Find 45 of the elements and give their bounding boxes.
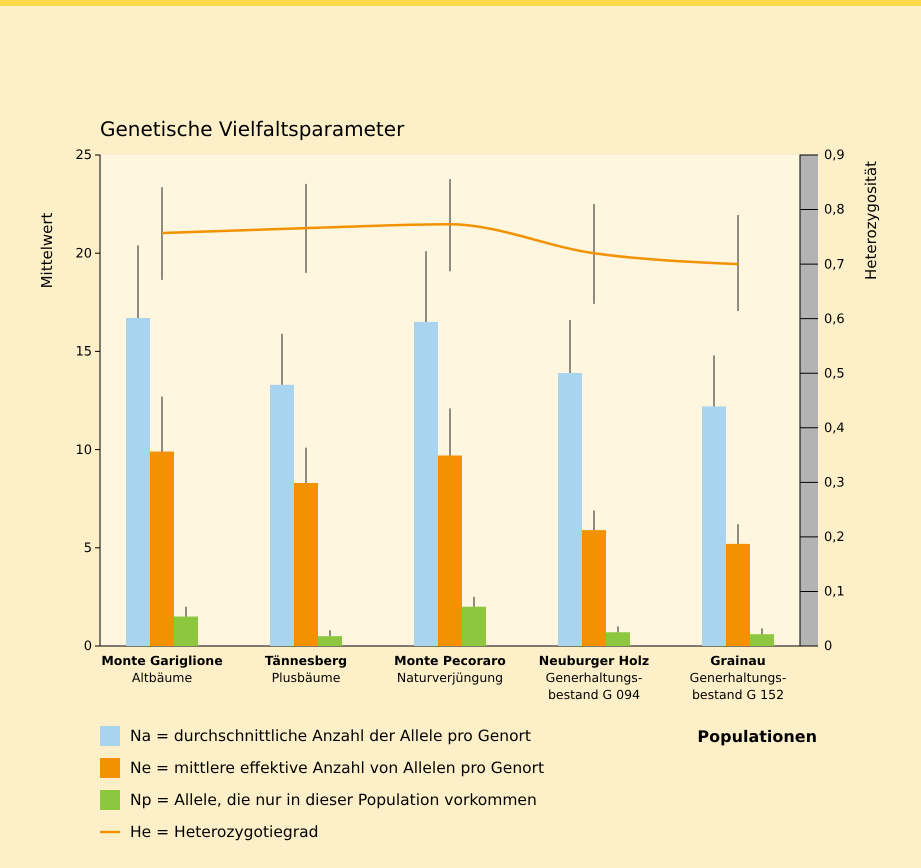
- bar: [726, 544, 750, 646]
- line-series: [160, 223, 740, 266]
- bar: [150, 452, 174, 646]
- y-tick-label: 0: [84, 639, 92, 654]
- bar: [318, 636, 342, 646]
- y-tick-label: 25: [75, 148, 92, 164]
- y-axis-title: Mittelwert: [38, 212, 56, 288]
- bar: [174, 616, 198, 646]
- y2-tick-label: 0: [824, 639, 832, 654]
- y2-tick-label: 0,3: [824, 475, 845, 490]
- bar: [126, 318, 150, 646]
- chart-title: Genetische Vielfaltsparameter: [100, 117, 406, 141]
- x-tick-label: Tännesberg Plusbäume: [264, 653, 348, 685]
- bar: [750, 634, 774, 646]
- y2-tick-label: 0,5: [824, 366, 845, 382]
- y2-tick-label: 0,1: [824, 584, 845, 600]
- bar: [462, 606, 486, 646]
- bar: [702, 406, 726, 646]
- x-tick-label: Monte Gariglione Altbäume: [101, 653, 223, 685]
- bar: [270, 384, 294, 646]
- y2-tick-label: 0,4: [824, 420, 845, 436]
- y2-tick-label: 0,9: [824, 148, 845, 164]
- legend-label: Np = Allele, die nur in dieser Population vorkommen: [130, 791, 537, 809]
- x-axis-title: Populationen: [697, 727, 817, 746]
- bar: [558, 373, 582, 646]
- y2-tick-label: 0,8: [824, 202, 845, 218]
- y2-axis-title: Heterozygosität: [862, 160, 880, 280]
- legend-label: Ne = mittlere effektive Anzahl von Allelen pro Genort: [130, 759, 544, 777]
- y2-tick-label: 0,2: [824, 530, 845, 546]
- y-tick-label: 10: [75, 442, 92, 458]
- bar: [438, 455, 462, 646]
- y-tick-label: 5: [84, 540, 92, 556]
- y2-tick-label: 0,6: [824, 312, 845, 327]
- x-tick-label: Grainau Generhaltungs- bestand G 152: [690, 653, 786, 702]
- legend-label: Na = durchschnittliche Anzahl der Allele pro Genort: [130, 727, 532, 745]
- x-tick-label: Monte Pecoraro Naturverjüngung: [394, 653, 506, 685]
- bar: [606, 632, 630, 646]
- y2-tick-label: 0,7: [824, 257, 845, 272]
- x-tick-label: Neuburger Holz Generhaltungs- bestand G 094: [538, 653, 650, 702]
- bar: [294, 482, 318, 646]
- bar: [582, 530, 606, 646]
- y-tick-label: 15: [75, 344, 92, 360]
- bar: [414, 322, 438, 646]
- y-tick-label: 20: [75, 246, 92, 262]
- legend-label: He = Heterozygotiegrad: [130, 823, 318, 841]
